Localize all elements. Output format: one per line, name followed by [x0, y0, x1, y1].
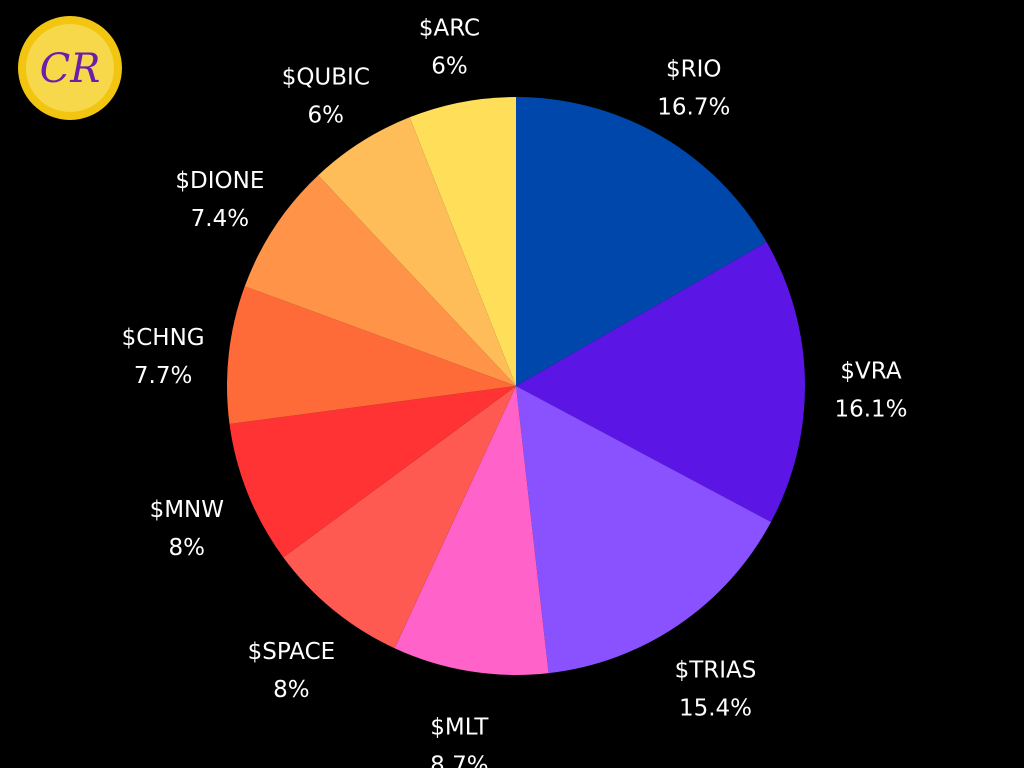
pie-slice — [226, 286, 516, 425]
slice-percent-label: 8% — [273, 677, 310, 703]
slice-percent-label: 6% — [308, 102, 345, 128]
pie-slice — [516, 386, 771, 674]
slice-label: $MLT — [430, 715, 489, 741]
slice-label: $VRA — [840, 358, 901, 384]
pie-slice — [394, 386, 549, 675]
pie-slice — [318, 117, 516, 386]
slice-label: $DIONE — [175, 168, 264, 194]
slice-percent-label: 16.7% — [657, 95, 730, 121]
slice-label: $TRIAS — [675, 658, 757, 684]
slice-percent-label: 7.7% — [134, 363, 192, 389]
slice-percent-label: 16.1% — [834, 396, 907, 422]
pie-slice — [283, 386, 516, 649]
slice-percent-label: 8.7% — [430, 753, 488, 768]
slice-percent-label: 7.4% — [191, 206, 249, 232]
slice-label: $MNW — [150, 497, 224, 523]
pie-slice — [244, 175, 516, 386]
pie-slice — [516, 97, 767, 386]
slice-label: $SPACE — [248, 639, 336, 665]
slice-percent-label: 8% — [169, 535, 206, 561]
pie-slice — [229, 386, 516, 558]
pie-slices — [226, 97, 805, 675]
slice-label: $CHNG — [122, 325, 205, 351]
cr-logo: CR — [18, 16, 122, 120]
pie-slice — [409, 97, 516, 386]
slice-label: $QUBIC — [282, 64, 370, 90]
slice-percent-label: 6% — [431, 53, 468, 79]
logo-text: CR — [40, 46, 101, 92]
slice-label: $ARC — [419, 15, 480, 41]
slice-label: $RIO — [666, 57, 722, 83]
pie-labels: $RIO 16.7% $VRA 16.1% $TRIAS 15.4% $MLT 8.7% $SP… — [122, 15, 908, 768]
pie-slice — [516, 242, 805, 523]
slice-percent-label: 15.4% — [679, 696, 752, 722]
